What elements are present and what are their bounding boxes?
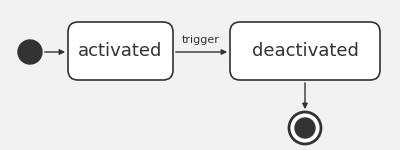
Circle shape bbox=[289, 112, 321, 144]
Circle shape bbox=[295, 118, 315, 138]
Text: trigger: trigger bbox=[182, 35, 220, 45]
FancyBboxPatch shape bbox=[68, 22, 173, 80]
Text: activated: activated bbox=[78, 42, 163, 60]
Text: deactivated: deactivated bbox=[252, 42, 358, 60]
FancyBboxPatch shape bbox=[230, 22, 380, 80]
Circle shape bbox=[18, 40, 42, 64]
